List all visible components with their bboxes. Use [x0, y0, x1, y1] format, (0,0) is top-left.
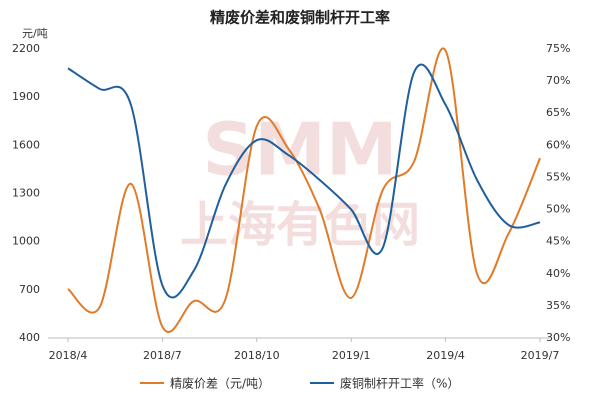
- y-tick-label: 1300: [12, 187, 40, 200]
- y-tick-label: 2200: [12, 42, 40, 55]
- y-axis-unit: 元/吨: [22, 27, 48, 40]
- y-tick-label: 400: [19, 331, 40, 344]
- y2-tick-label: 55%: [546, 170, 570, 183]
- y-tick-label: 1000: [12, 235, 40, 248]
- y2-tick-label: 35%: [546, 299, 570, 312]
- y2-tick-label: 75%: [546, 42, 570, 55]
- y-tick-label: 1900: [12, 90, 40, 103]
- watermark: SMM: [202, 108, 397, 192]
- chart-title: 精废价差和废铜制杆开工率: [210, 9, 390, 27]
- x-tick-label: 2018/10: [234, 349, 280, 362]
- y2-tick-label: 45%: [546, 235, 570, 248]
- y-tick-label: 700: [19, 283, 40, 296]
- y2-tick-label: 30%: [546, 331, 570, 344]
- y2-tick-label: 60%: [546, 138, 570, 151]
- x-tick-label: 2019/1: [332, 349, 371, 362]
- legend-label: 废铜制杆开工率（%）: [340, 376, 459, 391]
- series-line: [67, 47, 541, 333]
- x-tick-label: 2018/4: [49, 349, 88, 362]
- y2-tick-label: 65%: [546, 106, 570, 119]
- y2-tick-label: 70%: [546, 74, 570, 87]
- x-tick-label: 2019/4: [426, 349, 465, 362]
- y2-tick-label: 40%: [546, 267, 570, 280]
- watermark: 上海有色网: [180, 197, 420, 253]
- series-line: [67, 63, 541, 299]
- legend-label: 精废价差（元/吨）: [170, 376, 270, 391]
- x-tick-label: 2019/7: [521, 349, 560, 362]
- y2-tick-label: 50%: [546, 203, 570, 216]
- x-tick-label: 2018/7: [143, 349, 182, 362]
- y-tick-label: 1600: [12, 138, 40, 151]
